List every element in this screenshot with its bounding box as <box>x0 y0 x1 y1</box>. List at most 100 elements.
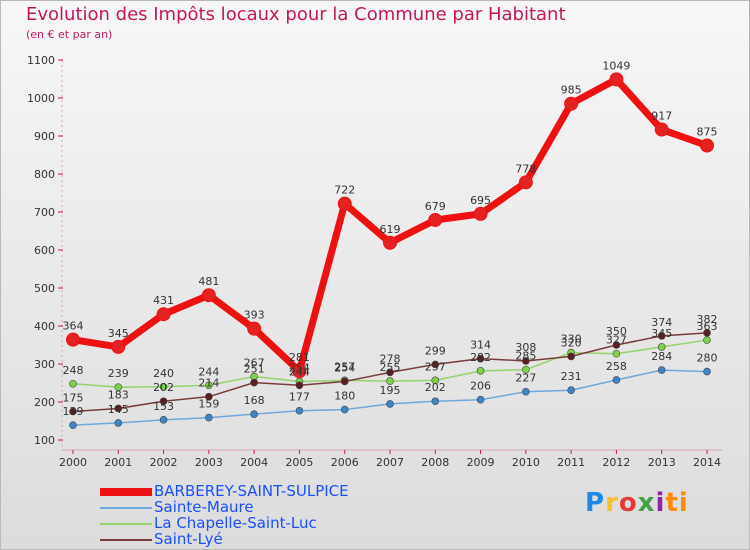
data-point-saint-ly- <box>69 407 77 416</box>
legend-label: La Chapelle-Saint-Luc <box>154 514 317 532</box>
data-label-saint-ly-: 251 <box>244 363 265 376</box>
data-point-saint-ly- <box>703 329 711 337</box>
x-tick-label: 2014 <box>693 456 721 469</box>
data-point-barberey-saint-sulpice <box>66 332 80 347</box>
data-label-la-chapelle-saint-luc: 254 <box>289 361 310 374</box>
y-tick-label: 800 <box>34 168 55 181</box>
data-label-sainte-maure: 168 <box>244 394 265 407</box>
data-label-saint-ly-: 202 <box>153 381 174 394</box>
data-label-la-chapelle-saint-luc: 282 <box>470 351 491 364</box>
x-tick-label: 2009 <box>467 456 495 469</box>
data-point-la-chapelle-saint-luc <box>431 376 440 385</box>
data-point-barberey-saint-sulpice <box>700 138 714 153</box>
legend-label: BARBEREY-SAINT-SULPICE <box>154 482 349 500</box>
y-tick-label: 500 <box>34 282 55 295</box>
x-tick-label: 2000 <box>59 456 87 469</box>
y-tick-label: 900 <box>34 130 55 143</box>
x-tick-label: 2004 <box>240 456 268 469</box>
data-label-sainte-maure: 280 <box>697 352 718 365</box>
data-label-sainte-maure: 139 <box>63 405 84 418</box>
data-label-saint-ly-: 314 <box>470 339 491 352</box>
data-point-sainte-maure <box>657 366 666 374</box>
data-point-saint-ly- <box>522 357 530 365</box>
data-label-la-chapelle-saint-luc: 248 <box>63 364 84 377</box>
data-label-barberey-saint-sulpice: 917 <box>651 110 672 123</box>
data-point-saint-ly- <box>657 332 666 340</box>
x-tick-label: 2001 <box>104 456 132 469</box>
data-label-la-chapelle-saint-luc: 257 <box>334 360 355 373</box>
data-point-barberey-saint-sulpice <box>383 235 397 250</box>
logo-letter: P <box>585 488 606 518</box>
data-point-barberey-saint-sulpice <box>111 339 126 354</box>
data-label-la-chapelle-saint-luc: 267 <box>244 357 265 370</box>
data-label-sainte-maure: 284 <box>651 350 672 363</box>
y-tick-label: 300 <box>34 358 55 371</box>
x-tick-label: 2008 <box>421 456 449 469</box>
logo-letter: ti <box>665 488 689 518</box>
data-label-la-chapelle-saint-luc: 255 <box>380 361 401 374</box>
data-point-saint-ly- <box>295 381 304 390</box>
data-label-barberey-saint-sulpice: 281 <box>289 351 310 364</box>
data-label-la-chapelle-saint-luc: 257 <box>425 360 446 373</box>
x-tick-label: 2005 <box>285 456 313 469</box>
data-point-la-chapelle-saint-luc <box>522 365 530 374</box>
data-label-la-chapelle-saint-luc: 330 <box>561 333 582 346</box>
logo-letter: o <box>618 488 638 518</box>
data-point-saint-ly- <box>340 377 349 386</box>
data-point-saint-ly- <box>431 360 440 369</box>
data-label-barberey-saint-sulpice: 1049 <box>602 59 630 72</box>
legend-swatch <box>100 523 152 525</box>
data-point-barberey-saint-sulpice <box>654 122 669 137</box>
data-point-sainte-maure <box>295 406 304 415</box>
data-label-barberey-saint-sulpice: 481 <box>198 275 219 288</box>
data-point-sainte-maure <box>431 397 440 406</box>
data-label-sainte-maure: 177 <box>289 391 310 404</box>
data-label-saint-ly-: 214 <box>198 377 219 390</box>
data-point-sainte-maure <box>114 419 123 427</box>
data-point-sainte-maure <box>159 416 168 424</box>
data-point-barberey-saint-sulpice <box>337 196 352 211</box>
logo-letter: x <box>637 488 656 518</box>
data-label-sainte-maure: 231 <box>561 370 582 383</box>
data-point-la-chapelle-saint-luc <box>612 349 621 358</box>
data-label-barberey-saint-sulpice: 619 <box>380 223 401 236</box>
data-label-barberey-saint-sulpice: 695 <box>470 194 491 207</box>
x-tick-label: 2010 <box>512 456 540 469</box>
y-tick-label: 400 <box>34 320 55 333</box>
data-point-saint-ly- <box>386 368 394 377</box>
data-point-barberey-saint-sulpice <box>564 96 579 111</box>
data-point-sainte-maure <box>386 400 394 408</box>
data-point-la-chapelle-saint-luc <box>703 336 711 344</box>
data-point-barberey-saint-sulpice <box>201 288 216 303</box>
data-point-saint-ly- <box>159 397 168 406</box>
data-point-la-chapelle-saint-luc <box>476 367 485 375</box>
data-point-barberey-saint-sulpice <box>428 212 443 227</box>
data-point-barberey-saint-sulpice <box>156 307 171 322</box>
data-label-sainte-maure: 153 <box>153 400 174 413</box>
data-label-saint-ly-: 175 <box>63 392 84 405</box>
logo-letter: i <box>655 488 666 518</box>
legend-label: Saint-Lyé <box>154 530 223 548</box>
data-point-saint-ly- <box>612 341 621 349</box>
data-point-sainte-maure <box>340 405 349 414</box>
data-label-barberey-saint-sulpice: 345 <box>108 327 129 340</box>
data-label-sainte-maure: 258 <box>606 360 627 373</box>
data-point-sainte-maure <box>612 376 621 384</box>
data-point-la-chapelle-saint-luc <box>69 379 77 388</box>
data-label-barberey-saint-sulpice: 985 <box>561 84 582 97</box>
data-point-sainte-maure <box>69 421 77 429</box>
data-point-saint-ly- <box>567 352 575 361</box>
data-point-sainte-maure <box>205 413 213 422</box>
data-label-saint-ly-: 254 <box>334 361 355 374</box>
data-label-barberey-saint-sulpice: 778 <box>515 162 536 175</box>
proxiti-logo: Proxiti <box>585 488 689 518</box>
data-point-saint-ly- <box>476 354 485 363</box>
x-tick-label: 2012 <box>602 456 630 469</box>
data-label-saint-ly-: 374 <box>651 316 672 329</box>
legend-label: Sainte-Maure <box>154 498 254 516</box>
data-label-la-chapelle-saint-luc: 244 <box>198 365 219 378</box>
data-label-barberey-saint-sulpice: 875 <box>697 126 718 139</box>
data-point-barberey-saint-sulpice <box>473 206 488 221</box>
data-label-sainte-maure: 202 <box>425 381 446 394</box>
data-point-saint-ly- <box>114 404 123 413</box>
